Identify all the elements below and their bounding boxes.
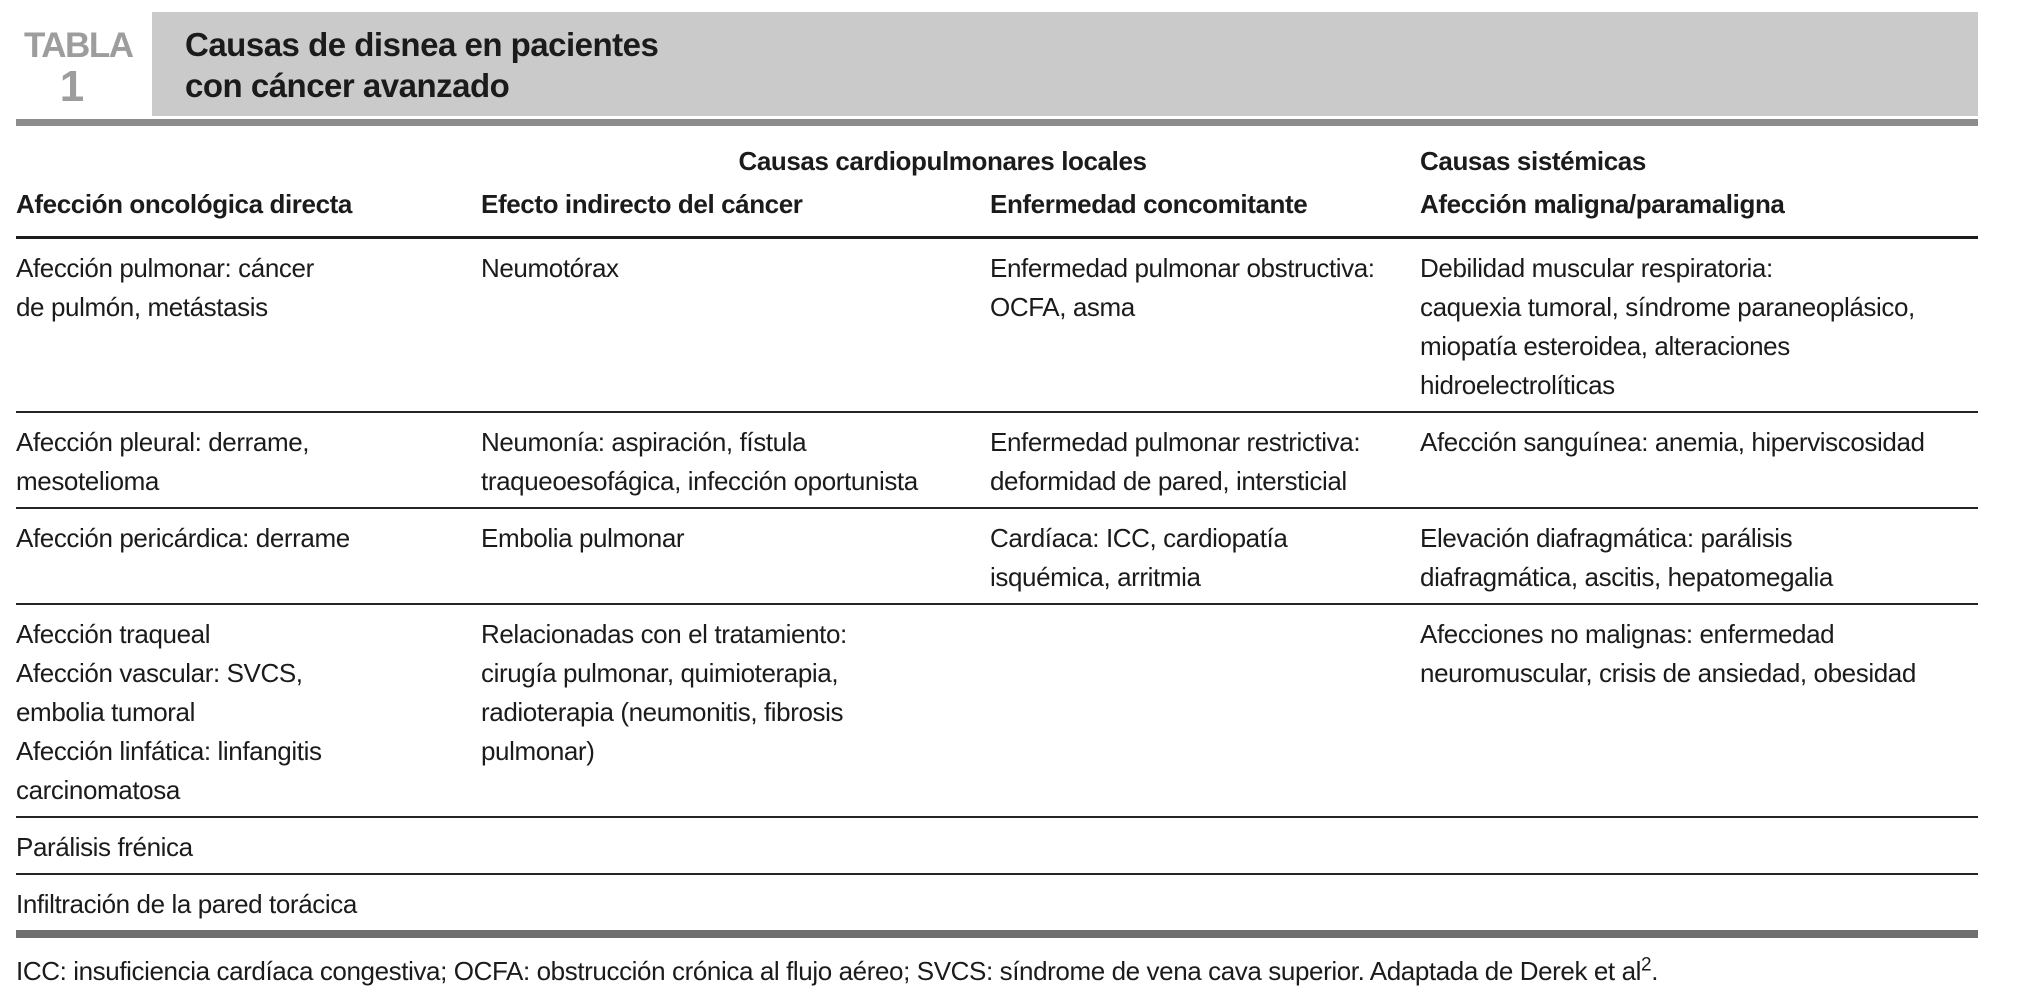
table-cell — [1420, 874, 1978, 930]
table-cell: Afección pericárdica: derrame — [16, 523, 350, 553]
table-body: Afección pulmonar: cáncer de pulmón, met… — [16, 238, 1979, 931]
table-title: Causas de disnea en pacientes con cáncer… — [185, 26, 659, 104]
table-cell: Cardíaca: ICC, cardiopatía isquémica, ar… — [990, 523, 1288, 592]
dyspnea-causes-table: Causas cardiopulmonares locales Causas s… — [16, 126, 1979, 931]
table-label-word: TABLA — [24, 26, 134, 65]
table-row: Afección pulmonar: cáncer de pulmón, met… — [16, 238, 1978, 413]
table-label-number: 1 — [59, 62, 85, 111]
column-header-enfermedad-concomitante: Enfermedad concomitante — [990, 181, 1421, 239]
table-title-box: Causas de disnea en pacientes con cáncer… — [152, 12, 1978, 116]
group-header-spacer — [16, 126, 481, 181]
table-cell: Relacionadas con el tratamiento: cirugía… — [481, 619, 847, 766]
column-header-row: Afección oncológica directa Efecto indir… — [16, 181, 1979, 239]
table-cell: Elevación diafragmática: parálisis diafr… — [1420, 523, 1833, 592]
table-head: Causas cardiopulmonares locales Causas s… — [16, 126, 1979, 239]
table-row: Afección pericárdica: derrame Embolia pu… — [16, 508, 1979, 604]
table-cell: Afección traqueal Afección vascular: SVC… — [16, 619, 322, 805]
table-row: Parálisis frénica — [16, 817, 1979, 874]
table-row: Afección pleural: derrame, mesotelioma N… — [16, 412, 1979, 508]
table-cell — [481, 817, 990, 874]
top-rule — [16, 119, 1978, 126]
table-cell: Parálisis frénica — [16, 832, 193, 862]
table-cell: Afecciones no malignas: enfermedad neuro… — [1420, 619, 1916, 688]
group-header-systemic: Causas sistémicas — [1420, 146, 1646, 176]
footnote-period: . — [1651, 956, 1659, 986]
table-label: TABLA 1 — [24, 12, 134, 116]
table-caption: TABLA 1 Causas de disnea en pacientes co… — [16, 12, 1978, 116]
table-row: Afección traqueal Afección vascular: SVC… — [16, 604, 1979, 817]
table-cell: Neumonía: aspiración, fístula traqueoeso… — [481, 427, 918, 496]
table-cell — [1420, 817, 1978, 874]
footnote: ICC: insuficiencia cardíaca congestiva; … — [16, 954, 1978, 988]
table-cell: Enfermedad pulmonar restrictiva: deformi… — [990, 427, 1361, 496]
table-cell: Afección pulmonar: cáncer de pulmón, met… — [16, 253, 314, 322]
column-header-efecto-indirecto: Efecto indirecto del cáncer — [481, 181, 990, 239]
footnote-text: ICC: insuficiencia cardíaca congestiva; … — [16, 956, 1642, 986]
table-row: Infiltración de la pared torácica — [16, 874, 1979, 930]
column-header-maligna-paramaligna: Afección maligna/paramaligna — [1420, 181, 1979, 239]
column-header-oncologica-directa: Afección oncológica directa — [16, 181, 481, 239]
table-cell: Afección pleural: derrame, mesotelioma — [16, 427, 310, 496]
table-cell — [990, 817, 1420, 874]
group-header-row: Causas cardiopulmonares locales Causas s… — [16, 126, 1978, 181]
group-header-local: Causas cardiopulmonares locales — [738, 146, 1147, 176]
table-cell — [481, 874, 990, 930]
table-cell: Neumotórax — [481, 253, 619, 283]
table-cell — [990, 874, 1420, 930]
table-cell: Debilidad muscular respiratoria: caquexi… — [1420, 253, 1915, 400]
bottom-rule — [16, 930, 1978, 938]
table-cell: Infiltración de la pared torácica — [16, 889, 357, 919]
table-cell: Embolia pulmonar — [481, 523, 685, 553]
table-cell: Afección sanguínea: anemia, hiperviscosi… — [1420, 427, 1925, 457]
table-cell — [990, 604, 1420, 817]
table-cell: Enfermedad pulmonar obstructiva: OCFA, a… — [990, 253, 1375, 322]
footnote-reference-superscript: 2 — [1641, 954, 1652, 976]
